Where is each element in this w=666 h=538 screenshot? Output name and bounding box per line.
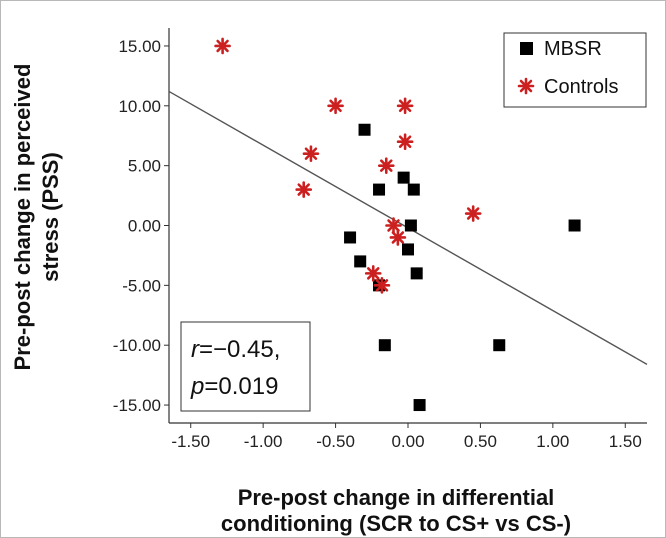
point-controls bbox=[385, 217, 402, 234]
point-controls bbox=[396, 133, 414, 151]
point-controls bbox=[214, 37, 231, 55]
legend: MBSR Controls bbox=[503, 32, 647, 108]
point-mbsr bbox=[358, 123, 371, 136]
x-tick-label: 0.50 bbox=[464, 432, 497, 451]
point-mbsr bbox=[344, 231, 357, 244]
point-mbsr bbox=[413, 399, 426, 412]
x-axis-title-line-1: Pre-post change in differential bbox=[238, 485, 555, 510]
point-controls bbox=[464, 205, 482, 222]
legend-square-icon bbox=[520, 42, 533, 55]
point-controls bbox=[364, 265, 382, 282]
data-points bbox=[214, 37, 581, 412]
y-ticks: 15.00 10.00 5.00 0.00 -5.00 -10.00 -15.00 bbox=[113, 37, 169, 415]
y-tick-label: -10.00 bbox=[113, 336, 161, 355]
point-controls bbox=[302, 145, 320, 162]
y-axis-title-line-1: Pre-post change in perceived bbox=[10, 64, 35, 371]
y-tick-label: 10.00 bbox=[118, 97, 161, 116]
point-controls bbox=[295, 181, 313, 198]
x-tick-label: 1.50 bbox=[609, 432, 642, 451]
point-controls bbox=[377, 157, 395, 174]
x-tick-label: -1.00 bbox=[244, 432, 283, 451]
stats-box bbox=[180, 321, 311, 412]
point-mbsr bbox=[410, 267, 423, 280]
point-controls bbox=[373, 277, 391, 294]
point-controls bbox=[396, 97, 414, 115]
point-mbsr bbox=[373, 183, 386, 196]
point-mbsr bbox=[404, 219, 417, 232]
x-tick-label: -1.50 bbox=[171, 432, 210, 451]
point-mbsr bbox=[402, 243, 414, 256]
stat-r: r=−0.45, bbox=[191, 336, 280, 363]
y-tick-label: 0.00 bbox=[128, 217, 161, 236]
x-ticks: -1.50 -1.00 -0.50 0.00 0.50 1.00 1.50 bbox=[171, 423, 642, 451]
x-tick-label: 1.00 bbox=[536, 432, 569, 451]
legend-label-mbsr: MBSR bbox=[544, 38, 602, 60]
legend-label-controls: Controls bbox=[544, 76, 618, 98]
point-mbsr bbox=[407, 183, 420, 196]
y-tick-label: 5.00 bbox=[128, 157, 161, 176]
stat-p: p=0.019 bbox=[190, 373, 278, 400]
y-tick-label: -5.00 bbox=[122, 276, 161, 295]
legend-star-glyph bbox=[517, 77, 535, 95]
point-mbsr bbox=[397, 171, 410, 184]
x-tick-label: 0.00 bbox=[391, 432, 424, 451]
x-axis-title-line-2: conditioning (SCR to CS+ vs CS-) bbox=[221, 511, 571, 536]
point-mbsr bbox=[568, 219, 581, 232]
y-tick-label: -15.00 bbox=[113, 396, 161, 415]
point-mbsr bbox=[354, 255, 367, 268]
y-tick-label: 15.00 bbox=[118, 37, 161, 56]
point-mbsr bbox=[378, 339, 391, 352]
stats-annotation: r=−0.45, p=0.019 bbox=[180, 321, 311, 412]
legend-star-icon bbox=[517, 77, 535, 95]
point-controls bbox=[327, 97, 344, 115]
x-tick-label: -0.50 bbox=[316, 432, 355, 451]
stat-p-value: =0.019 bbox=[204, 373, 278, 400]
stat-r-value: =−0.45, bbox=[199, 336, 280, 363]
y-axis-title-line-2: stress (PSS) bbox=[38, 152, 63, 282]
stat-p-label: p bbox=[190, 373, 204, 400]
stat-r-label: r bbox=[191, 336, 200, 363]
point-mbsr bbox=[493, 339, 506, 352]
point-controls bbox=[389, 229, 407, 246]
